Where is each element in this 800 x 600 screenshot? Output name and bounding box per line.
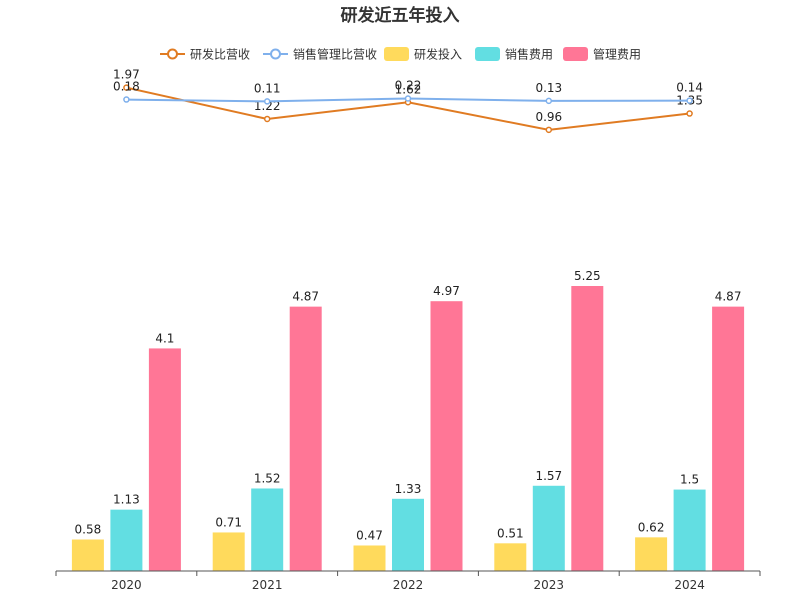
line-point: [545, 126, 553, 134]
bar-value-label: 1.13: [113, 493, 140, 507]
legend-item: 销售管理比营收: [263, 47, 377, 62]
legend-swatch: [384, 47, 409, 61]
bar-value-label: 0.47: [356, 528, 383, 542]
bar: [71, 539, 104, 571]
line-value-label: 1.62: [395, 82, 422, 96]
line-chart-area: 1.971.221.620.961.350.180.110.220.130.14: [113, 68, 703, 134]
bar: [635, 537, 668, 571]
line-point: [123, 96, 130, 103]
bar: [712, 306, 745, 571]
legend-item: 管理费用: [563, 47, 641, 62]
line-value-label: 1.97: [113, 68, 140, 82]
legend-item: 研发投入: [384, 47, 462, 62]
line-point: [263, 115, 271, 123]
x-tick-label: 2024: [674, 578, 705, 592]
line-point: [686, 110, 693, 117]
bar: [673, 489, 706, 571]
bar: [430, 301, 463, 571]
legend: 研发比营收 销售管理比营收 研发投入 销售费用 管理费用: [160, 47, 641, 62]
bar: [392, 498, 424, 571]
line-value-label: 0.96: [535, 110, 562, 124]
line-point: [263, 98, 271, 105]
legend-swatch: [563, 47, 588, 61]
line-point: [404, 95, 412, 102]
bar: [289, 306, 322, 571]
bar: [148, 348, 181, 571]
legend-swatch: [475, 47, 500, 61]
bar-value-label: 4.87: [715, 290, 742, 304]
bar-series: 0.58 0.71 0.47 0.51 0.62: [71, 515, 668, 571]
bar-value-label: 0.51: [497, 526, 524, 540]
bar: [110, 509, 143, 571]
line-point: [686, 97, 693, 104]
line-value-label: 0.11: [254, 81, 281, 95]
legend-label: 管理费用: [593, 47, 641, 62]
bar-value-label: 1.57: [535, 469, 562, 483]
line-point: [545, 97, 553, 105]
legend-label: 销售费用: [505, 47, 553, 62]
bar-value-label: 1.5: [680, 473, 699, 487]
bar-value-label: 0.71: [215, 515, 242, 529]
legend-label: 研发投入: [414, 47, 462, 62]
line-series: 1.971.221.620.961.35: [113, 68, 703, 134]
bar-value-label: 4.97: [433, 284, 460, 298]
bar-value-label: 1.52: [254, 471, 281, 485]
bar-chart-area: 0.580.710.47 0.51 0.621.131.521.331.57 1.54…: [71, 269, 745, 571]
legend-item: 研发比营收: [160, 47, 250, 62]
line-point: [123, 84, 130, 91]
bar-series: 1.13 1.52 1.33 1.57 1.5: [110, 469, 706, 571]
bar: [212, 532, 245, 571]
line-value-label: 0.13: [535, 81, 562, 95]
chart-title: 研发近五年投入: [341, 5, 460, 26]
bar: [494, 543, 527, 571]
bar-value-label: 4.87: [292, 290, 319, 304]
x-tick-label: 2020: [111, 578, 142, 592]
line-value-label: 1.22: [254, 99, 281, 113]
bar: [571, 286, 604, 571]
line-value-label: 0.22: [395, 79, 422, 93]
legend-point-marker: [270, 48, 281, 60]
bar-value-label: 1.33: [395, 482, 422, 496]
bar-series: 4.1 4.87 4.97 5.25 4.87: [148, 269, 745, 571]
legend-item: 销售费用: [475, 47, 553, 62]
legend-point-marker: [167, 48, 178, 60]
bar-value-label: 5.25: [574, 269, 601, 283]
line-series: 0.18 0.11 0.22 0.13 0.14: [113, 79, 703, 105]
x-tick-label: 2023: [534, 578, 565, 592]
bar: [532, 485, 565, 571]
bar-value-label: 0.62: [638, 520, 665, 534]
x-tick-label: 2022: [393, 578, 424, 592]
bar-value-label: 0.58: [75, 523, 102, 537]
bar-value-label: 4.1: [155, 331, 174, 345]
bar: [353, 545, 386, 571]
line-value-label: 0.14: [676, 81, 703, 95]
line-value-label: 0.18: [113, 80, 140, 94]
x-axis: 2020 2021 2022 2023 2024: [55, 570, 761, 592]
x-tick-label: 2021: [252, 578, 283, 592]
bar: [251, 488, 284, 571]
legend-label: 研发比营收: [190, 47, 250, 62]
legend-label: 销售管理比营收: [293, 47, 377, 62]
